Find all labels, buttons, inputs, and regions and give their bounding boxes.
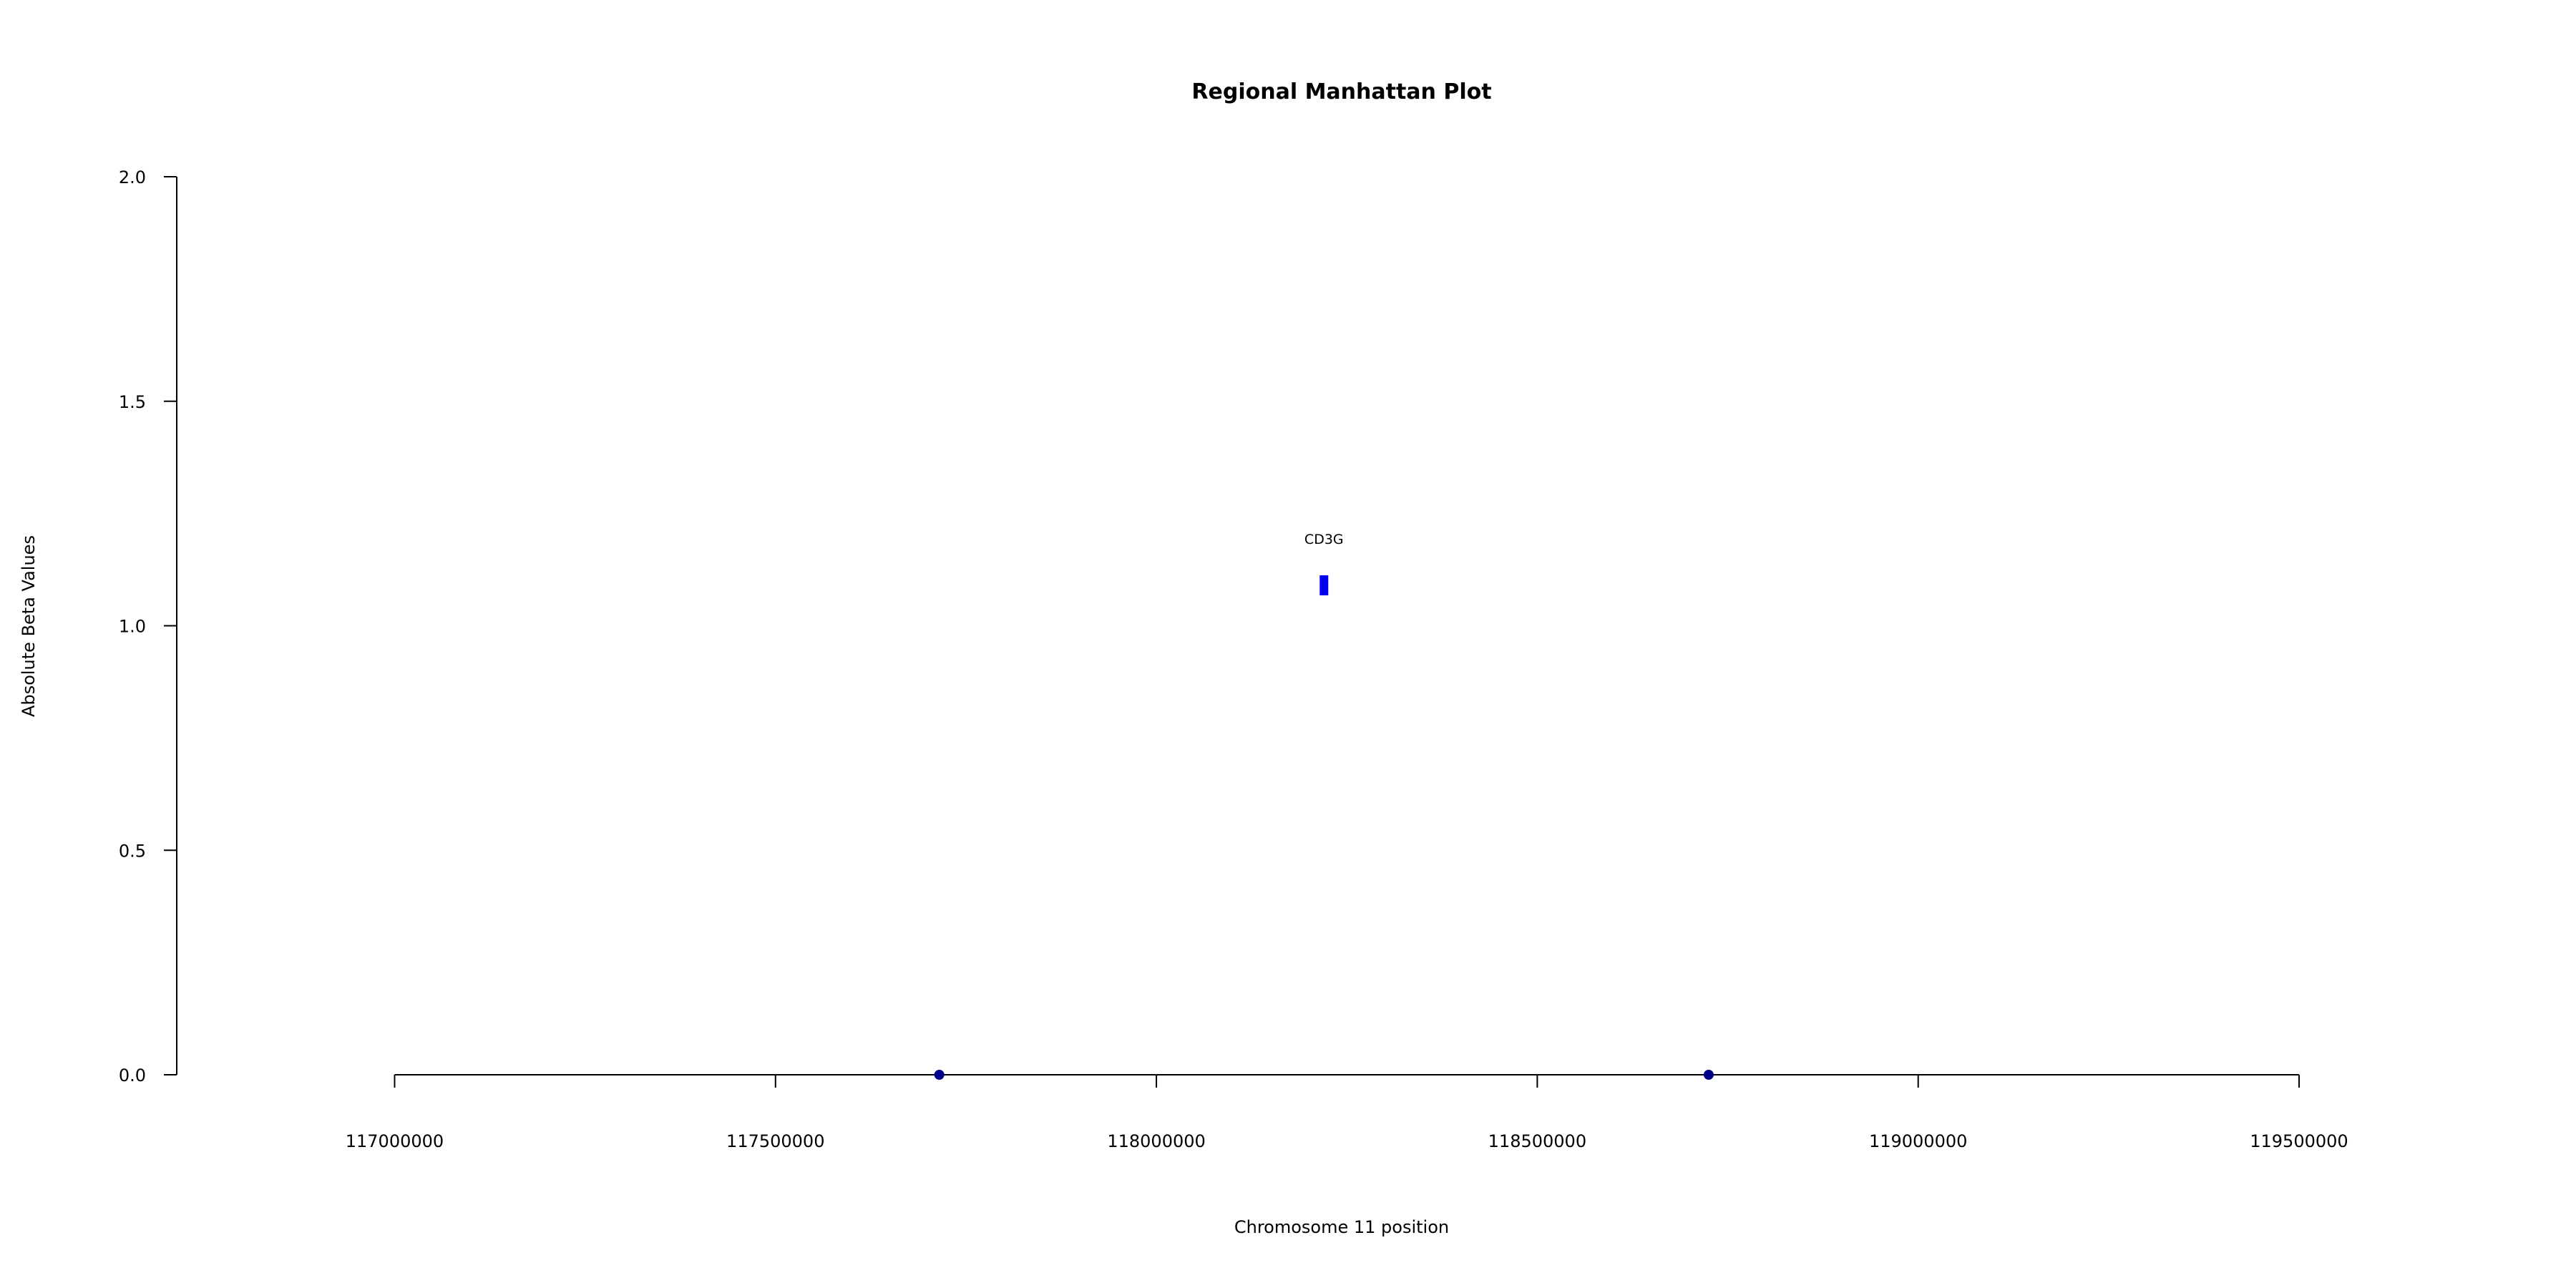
data-point-bar bbox=[1319, 575, 1329, 596]
x-tick-label: 117000000 bbox=[346, 1131, 444, 1151]
annotations: CD3G bbox=[1304, 532, 1344, 547]
data-point bbox=[1703, 1070, 1714, 1080]
data-points bbox=[934, 575, 1714, 1080]
y-tick-label: 0.0 bbox=[119, 1065, 146, 1085]
x-tick-label: 119000000 bbox=[1869, 1131, 1967, 1151]
y-tick-label: 2.0 bbox=[119, 167, 146, 187]
x-tick-label: 118000000 bbox=[1107, 1131, 1205, 1151]
gene-label: CD3G bbox=[1304, 532, 1344, 547]
chart-title: Regional Manhattan Plot bbox=[1191, 79, 1491, 104]
y-tick-label: 1.0 bbox=[119, 617, 146, 637]
x-tick-label: 118500000 bbox=[1488, 1131, 1586, 1151]
y-axis: 0.0 0.5 1.0 1.5 2.0 bbox=[119, 167, 177, 1085]
y-tick-label: 0.5 bbox=[119, 841, 146, 861]
y-tick-label: 1.5 bbox=[119, 392, 146, 412]
x-axis: 117000000 117500000 118000000 118500000 1190… bbox=[346, 1074, 2348, 1151]
x-tick-label: 117500000 bbox=[726, 1131, 824, 1151]
x-axis-label: Chromosome 11 position bbox=[1234, 1217, 1449, 1237]
x-tick-label: 119500000 bbox=[2250, 1131, 2348, 1151]
data-point bbox=[934, 1070, 945, 1080]
y-axis-label: Absolute Beta Values bbox=[19, 535, 39, 717]
